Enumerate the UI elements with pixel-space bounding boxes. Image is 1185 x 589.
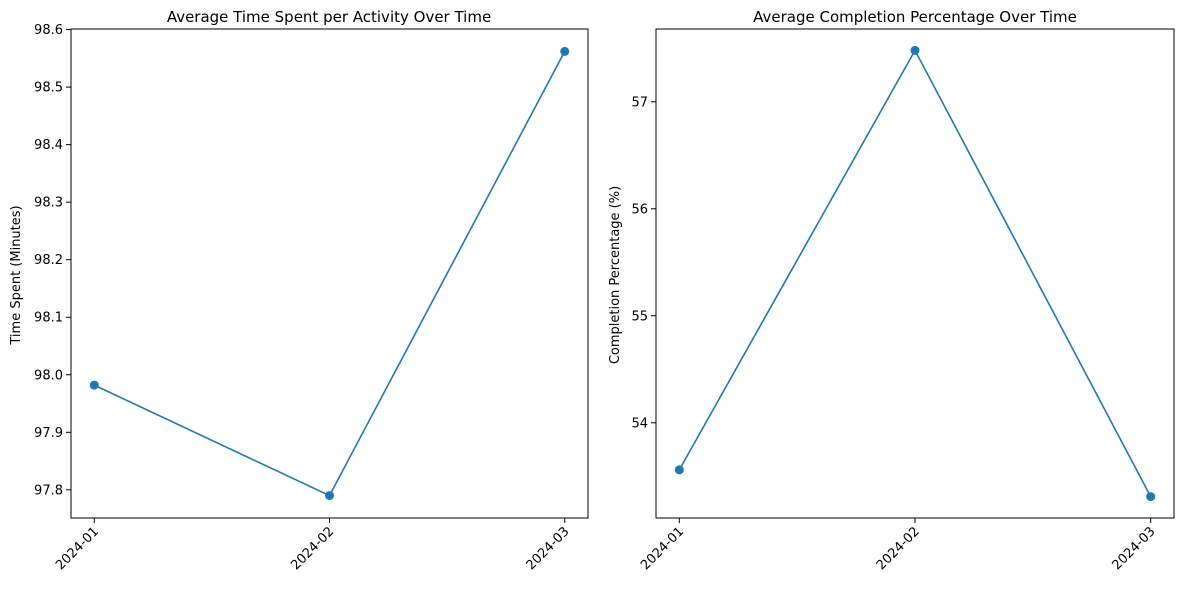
x-tick-label: 2024-02 [874, 524, 923, 573]
y-tick-label: 98.5 [34, 81, 63, 96]
y-tick-label: 57 [631, 95, 648, 110]
plot-area [70, 28, 589, 519]
plot-area [655, 28, 1175, 519]
data-point [325, 491, 334, 501]
y-tick-label: 54 [631, 416, 648, 431]
series-group [89, 46, 570, 501]
y-tick-label: 98.2 [34, 253, 63, 268]
x-tick-label: 2024-03 [524, 524, 573, 573]
y-axis: 54 55 56 57 [631, 95, 656, 431]
data-point [910, 45, 920, 55]
chart-title: Average Completion Percentage Over Time [753, 8, 1077, 26]
x-tick-label: 2024-03 [1109, 524, 1158, 573]
series-line [678, 48, 1152, 497]
chart-title: Average Time Spent per Activity Over Tim… [167, 8, 491, 26]
y-tick-label: 55 [631, 309, 648, 324]
series-group [674, 45, 1156, 502]
y-tick-label: 98.0 [34, 368, 63, 383]
y-axis: 97.8 97.9 98.0 98.1 98.2 98.3 98.4 98.5 98.6 [34, 23, 71, 498]
x-tick-label: 2024-01 [53, 524, 102, 573]
y-tick-label: 56 [631, 202, 648, 217]
y-tick-label: 98.6 [34, 23, 63, 38]
data-point [560, 46, 570, 56]
chart-time-spent: Average Time Spent per Activity Over Tim… [9, 8, 589, 573]
y-axis-label: Completion Percentage (%) [608, 186, 623, 364]
x-axis: 2024-01 2024-02 2024-03 [53, 518, 573, 573]
y-tick-label: 98.3 [34, 196, 63, 211]
chart-completion-percentage: Average Completion Percentage Over Time … [608, 8, 1175, 573]
y-tick-label: 98.1 [34, 311, 63, 326]
y-tick-label: 98.4 [34, 138, 63, 153]
x-axis: 2024-01 2024-02 2024-03 [638, 518, 1159, 573]
y-tick-label: 97.9 [34, 426, 63, 441]
series-line [93, 51, 566, 497]
y-axis-label: Time Spent (Minutes) [9, 205, 24, 345]
data-point [674, 465, 684, 475]
x-tick-label: 2024-01 [638, 524, 687, 573]
y-tick-label: 97.8 [34, 483, 63, 498]
data-point [1146, 492, 1156, 502]
data-point [89, 380, 99, 390]
x-tick-label: 2024-02 [288, 524, 337, 573]
